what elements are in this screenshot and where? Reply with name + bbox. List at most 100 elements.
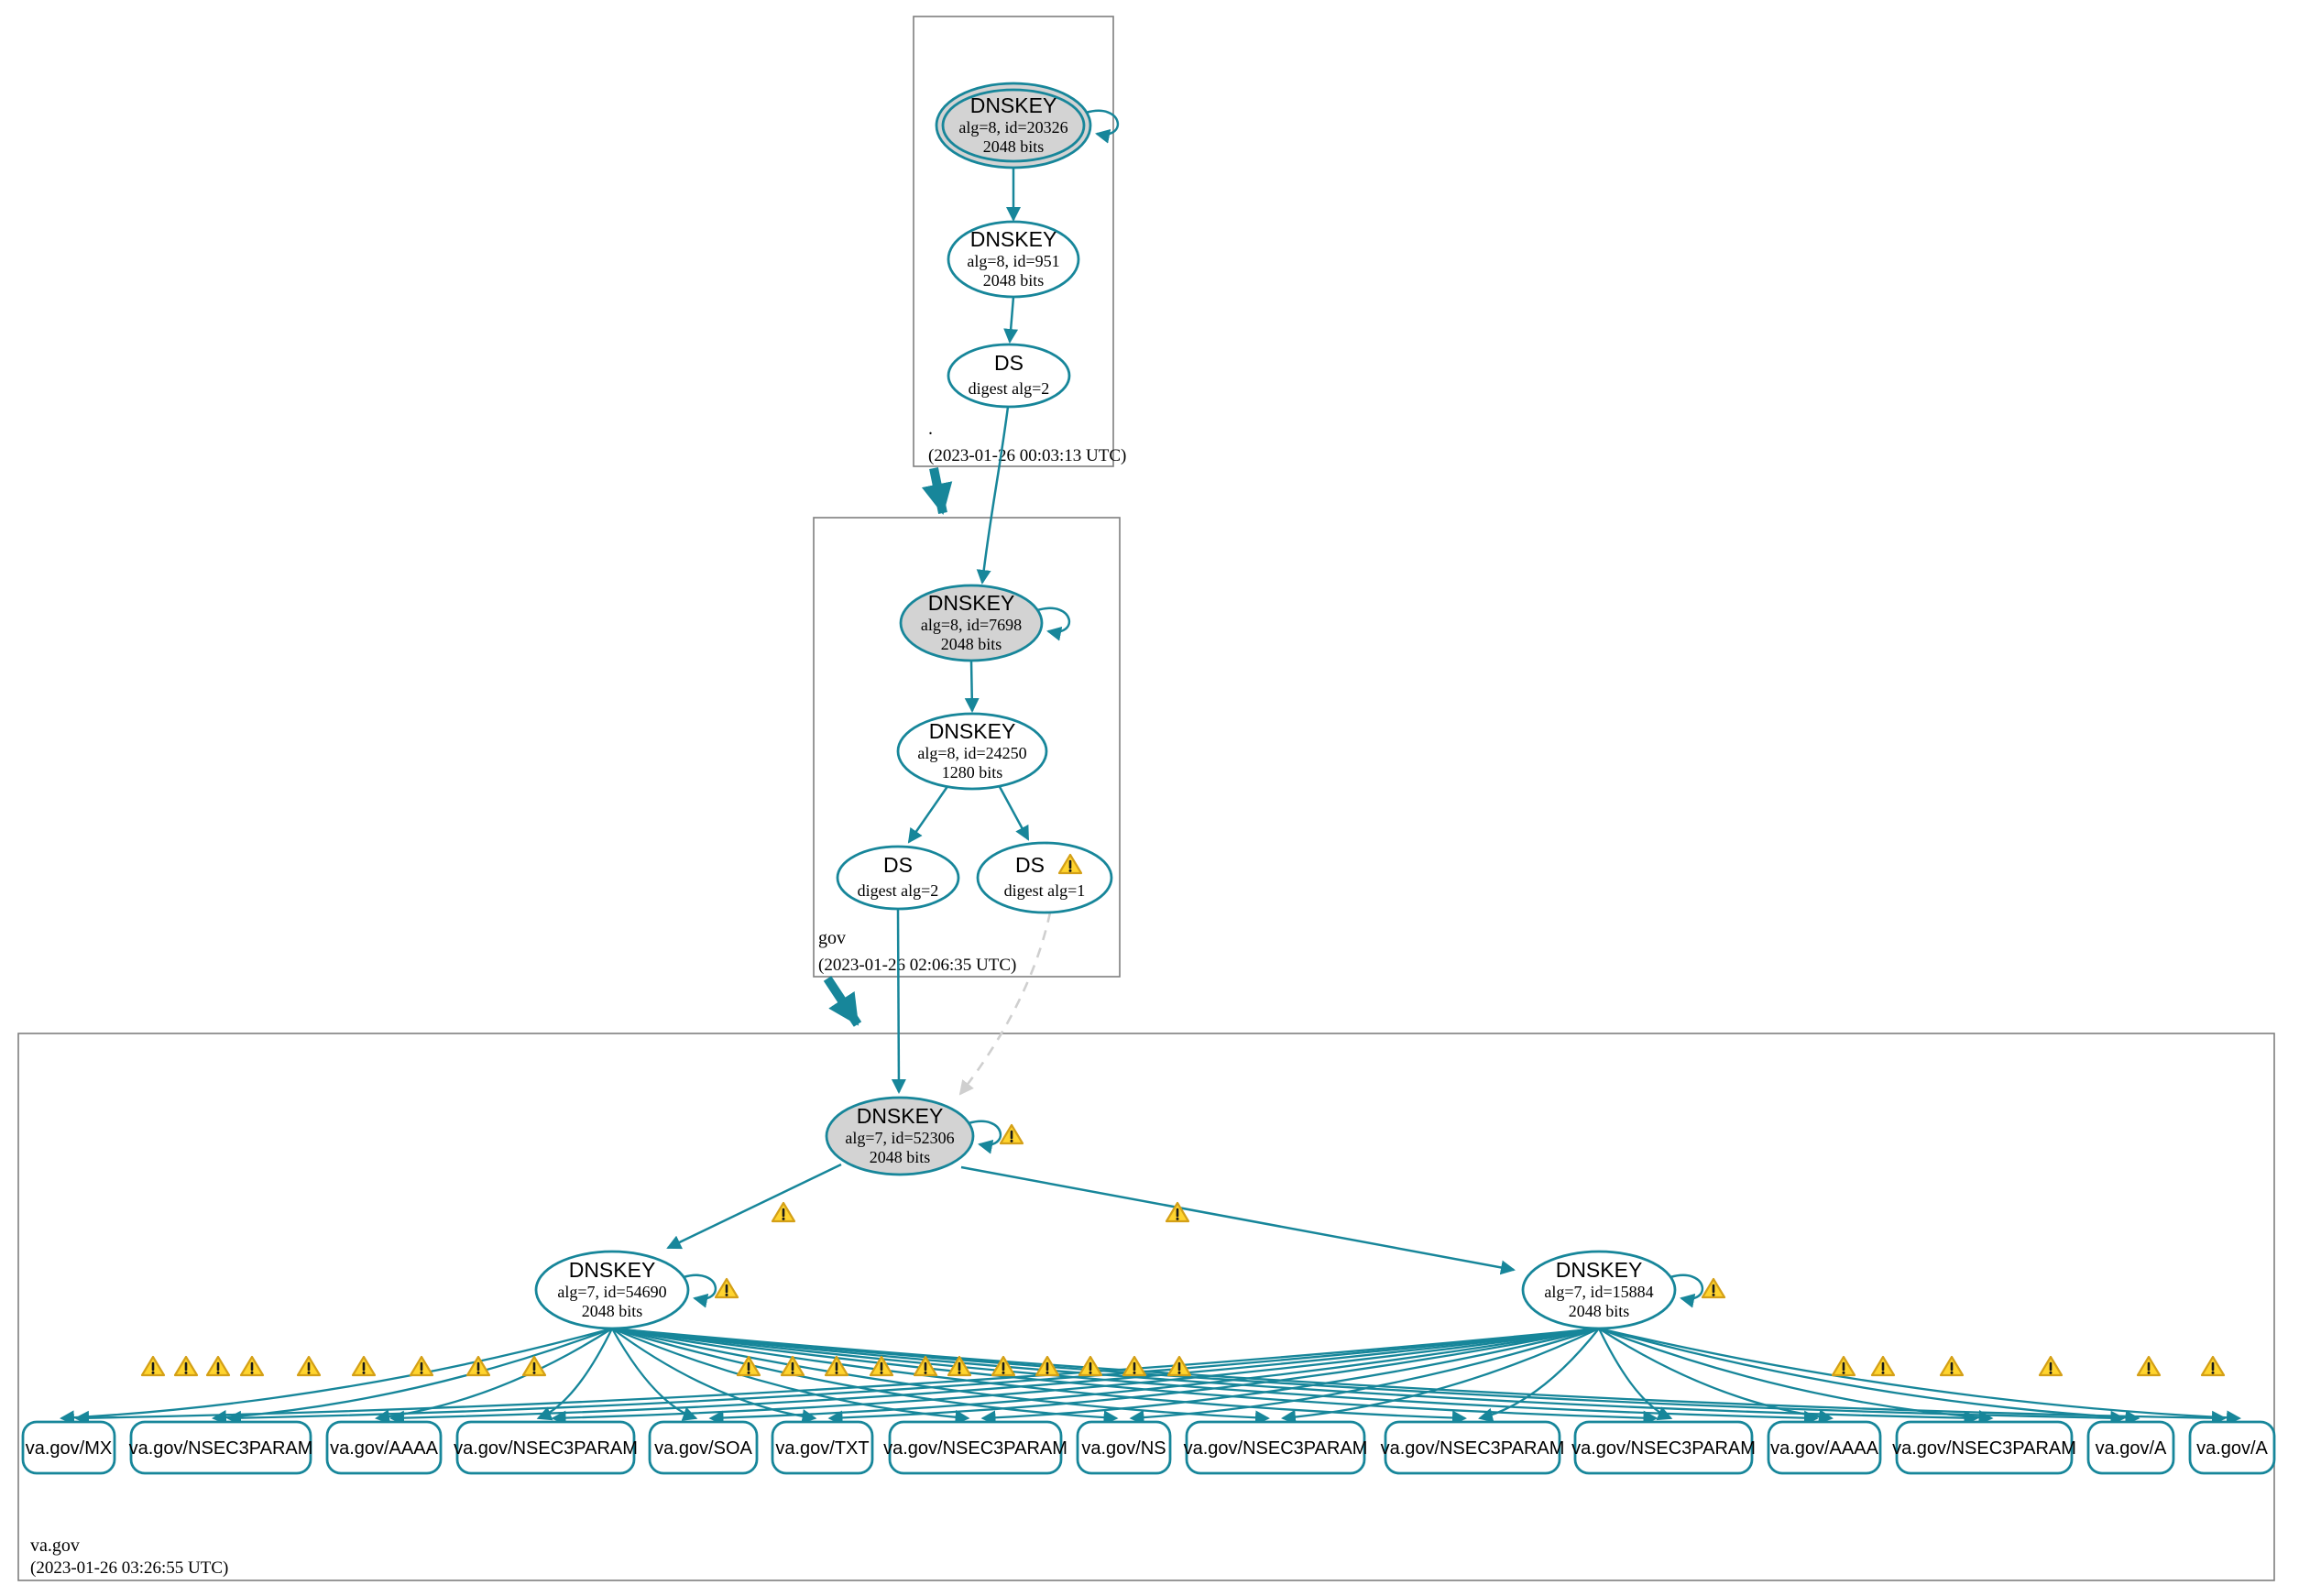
rrset-va-gov-aaaa[interactable]: va.gov/AAAA [1767,1420,1882,1475]
rrset-va-gov-nsec3param[interactable]: va.gov/NSEC3PARAM [129,1420,313,1475]
zone-name: gov [818,928,846,948]
node-attr-line: 2048 bits [1569,1302,1630,1320]
self-sign-warning-icon [714,1277,739,1299]
ds-digest-warning-icon [1057,853,1083,875]
node-shape-gov-zsk-24250[interactable] [896,712,1048,791]
rrset-va-gov-txt[interactable]: va.gov/TXT [771,1420,874,1475]
node-attr-line: 2048 bits [941,635,1002,653]
edge-va-zsk-15884-signs-rrset [980,1327,1600,1426]
rrset-box[interactable] [771,1420,874,1475]
node-attr-line: digest alg=2 [969,379,1050,398]
node-shape-va-ksk-52306[interactable] [825,1096,975,1176]
rrset-box[interactable] [325,1420,443,1475]
rrset-box[interactable] [1076,1420,1172,1475]
node-attr-line: 1280 bits [942,763,1003,782]
rrsig-warning-icon [991,1355,1016,1377]
node-shape-root-zsk-951[interactable] [947,220,1080,299]
edge-gov-ds2-to-va-ksk [891,908,906,1094]
rrset-box[interactable] [2086,1420,2175,1475]
rrset-label: va.gov/A [2096,1438,2167,1459]
rrset-label: va.gov/AAAA [1770,1438,1879,1459]
rrsig-warning-icon [1035,1355,1060,1377]
rrset-box[interactable] [129,1420,312,1475]
node-root-ds-alg2[interactable]: DS digest alg=2 [947,343,1071,409]
edge-va-zsk-54690-signs-rrset [611,1327,1119,1426]
self-sign-warning-icon [999,1123,1024,1145]
self-sign-warning-icon [1701,1277,1726,1299]
node-title: DNSKEY [970,227,1057,251]
rrset-box[interactable] [1185,1420,1366,1475]
rrset-box[interactable] [1573,1420,1754,1475]
rrset-va-gov-nsec3param[interactable]: va.gov/NSEC3PARAM [883,1420,1067,1475]
rrset-va-gov-nsec3param[interactable]: va.gov/NSEC3PARAM [1184,1420,1368,1475]
rrsig-warning-icon [824,1355,849,1377]
rrset-box[interactable] [455,1420,636,1475]
self-loop-root-ksk-20326 [1085,109,1120,144]
rrset-va-gov-a[interactable]: va.gov/A [2086,1420,2175,1475]
edge-va-zsk-54690-signs-rrset [611,1328,817,1424]
rrset-box[interactable] [2188,1420,2276,1475]
edge-gov-ds1-to-va-ksk-insecure [958,912,1052,1096]
node-title: DNSKEY [970,93,1057,117]
node-shape-root-ds-alg2[interactable] [947,343,1071,409]
rrset-va-gov-soa[interactable]: va.gov/SOA [648,1420,759,1475]
rrset-va-gov-ns[interactable]: va.gov/NS [1076,1420,1172,1475]
node-attr-line: 2048 bits [983,271,1045,290]
rrset-box[interactable] [1384,1420,1561,1475]
rrset-va-gov-nsec3param[interactable]: va.gov/NSEC3PARAM [454,1420,638,1475]
node-shape-root-ksk-20326[interactable] [935,82,1092,169]
edge-va-zsk-15884-signs-rrset [551,1327,1600,1426]
node-shape-va-zsk-15884[interactable] [1521,1250,1677,1330]
rrset-box[interactable] [1895,1420,2074,1475]
node-shape-gov-ksk-7698[interactable] [899,584,1044,662]
rrset-va-gov-nsec3param[interactable]: va.gov/NSEC3PARAM [1892,1420,2076,1475]
rrset-va-gov-mx[interactable]: va.gov/MX [21,1420,116,1475]
rrsig-warning-icon [1078,1355,1103,1377]
rrsig-warning-icon [736,1355,761,1377]
node-shape-va-zsk-54690[interactable] [534,1250,690,1330]
rrset-box[interactable] [888,1420,1063,1475]
node-attr-line: alg=7, id=54690 [557,1283,666,1301]
rrset-va-gov-nsec3param[interactable]: va.gov/NSEC3PARAM [1571,1420,1756,1475]
edge-gov-ksk-to-zsk [964,660,980,713]
rrset-va-gov-a[interactable]: va.gov/A [2188,1420,2276,1475]
rrsig-warning-icon [1122,1355,1147,1377]
rrset-label: va.gov/NS [1081,1438,1166,1459]
rrsig-warning-icon [205,1355,231,1377]
edge-va-zsk-54690-signs-rrset [611,1327,1659,1426]
rrset-label: va.gov/NSEC3PARAM [1381,1438,1565,1459]
edge-va-zsk-15884-signs-rrset [1598,1327,2241,1426]
rrset-box[interactable] [21,1420,116,1475]
rrset-box[interactable] [1767,1420,1882,1475]
rrset-va-gov-nsec3param[interactable]: va.gov/NSEC3PARAM [1381,1420,1565,1475]
node-shape-gov-ds-alg1[interactable] [976,841,1113,914]
edge-warning-icon [1165,1201,1190,1223]
rrsig-warning-icon [2200,1355,2226,1377]
node-title: DNSKEY [1556,1258,1643,1282]
edge-va-ksk-to-zsk-15884 [960,1165,1516,1275]
rrset-label: va.gov/NSEC3PARAM [883,1438,1067,1459]
node-shape-gov-ds-alg2[interactable] [836,845,960,911]
node-attr-line: 2048 bits [870,1148,931,1166]
edge-va-zsk-15884-signs-rrset [1598,1327,1994,1425]
rrset-va-gov-aaaa[interactable]: va.gov/AAAA [325,1420,443,1475]
zone-timestamp: (2023-01-26 00:03:13 UTC) [928,446,1126,465]
node-attr-line: alg=7, id=52306 [845,1129,954,1147]
rrsig-warning-icon [780,1355,805,1377]
rrset-label: va.gov/MX [26,1438,112,1459]
node-gov-ds-alg1[interactable]: DS digest alg=1 [976,841,1113,914]
node-gov-ds-alg2[interactable]: DS digest alg=2 [836,845,960,911]
rrsig-warning-icon [409,1355,434,1377]
edge-root-ds-to-gov-ksk [976,406,1010,585]
node-attr-line: alg=8, id=7698 [921,616,1022,634]
rrset-box[interactable] [648,1420,759,1475]
edge-gov-zsk-to-ds2 [907,784,950,844]
rrsig-warning-icon [947,1355,972,1377]
